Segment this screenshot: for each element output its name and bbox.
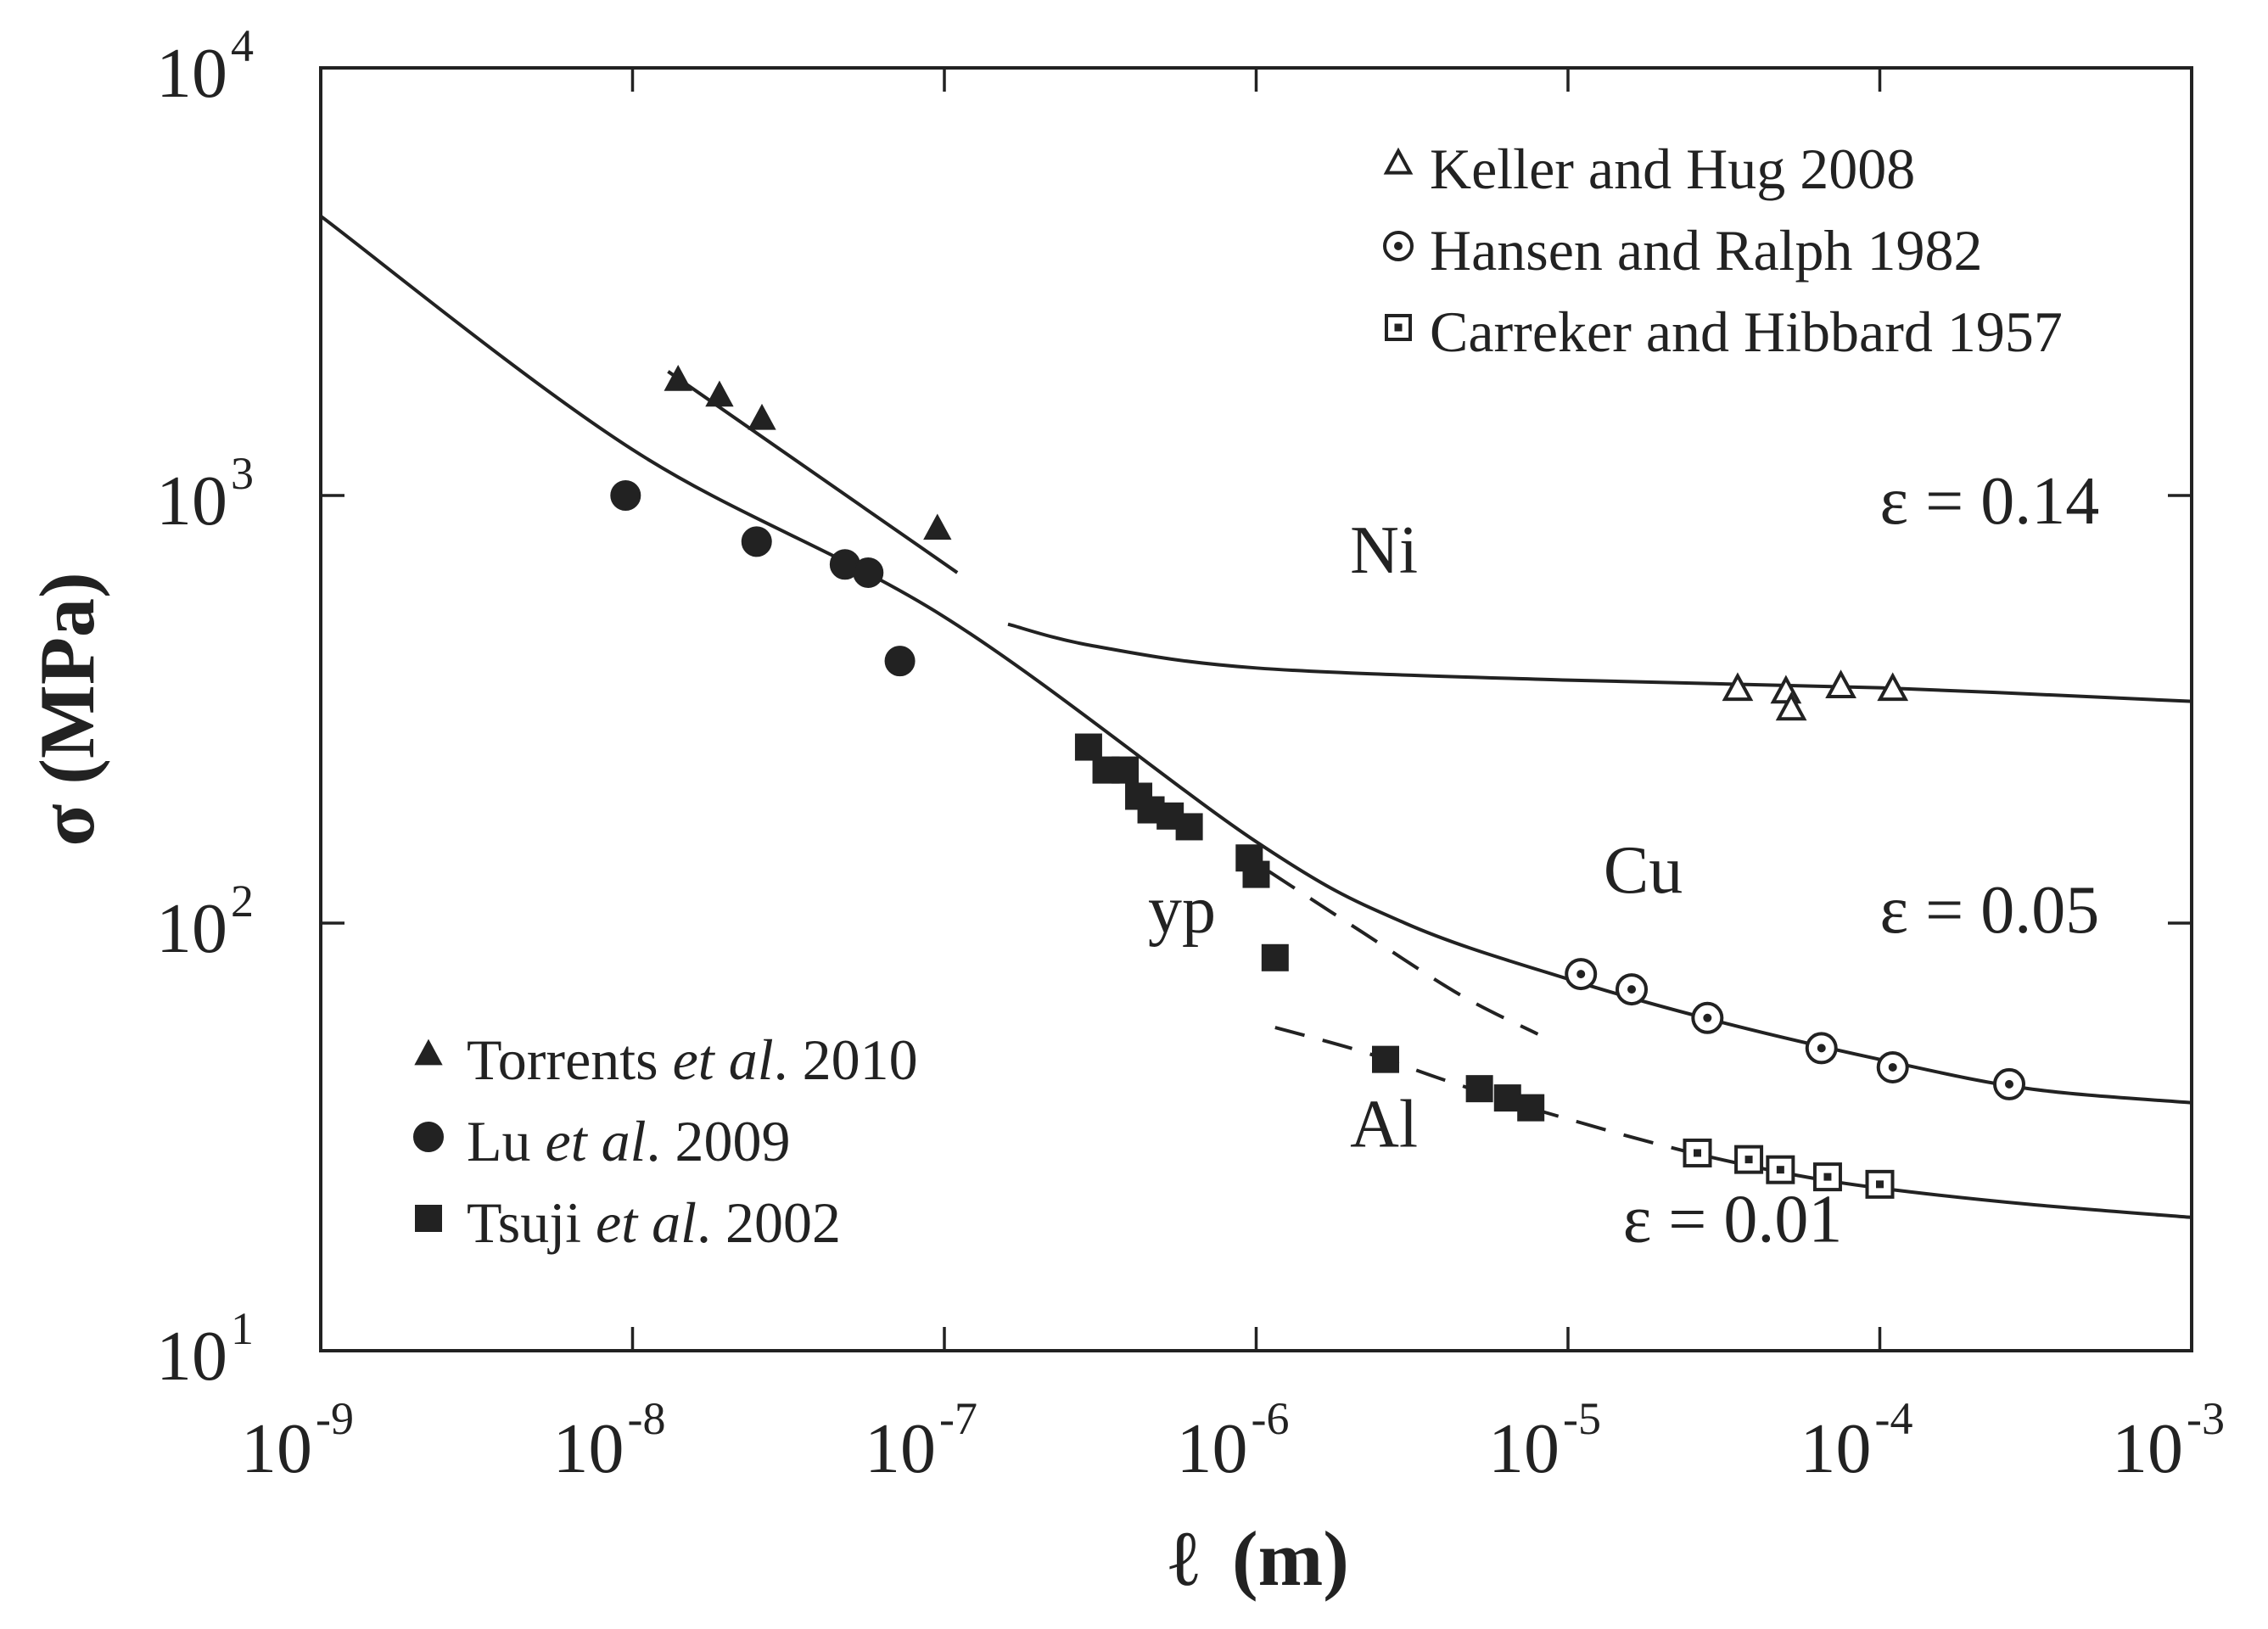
legends: Keller and Hug 2008 Hansen and Ralph 1982… bbox=[413, 137, 2063, 1255]
point-series-4 bbox=[741, 526, 772, 557]
annotation-label: Ni bbox=[1350, 513, 1418, 588]
y-tick-label: 10 bbox=[156, 889, 227, 968]
x-tick-label: 10 bbox=[1488, 1409, 1560, 1488]
point-series-5 bbox=[1112, 756, 1140, 784]
y-axis-title: σ (MPa) bbox=[24, 572, 110, 846]
point-series-0 bbox=[1825, 669, 1856, 699]
point-series-2-dot bbox=[1876, 1180, 1884, 1189]
point-series-5 bbox=[1175, 813, 1203, 841]
axis-ticks: 10 -9 10 -8 10 -7 10 -6 10 -5 10 -4 10 -310 110 210 310 4 bbox=[156, 20, 2225, 1488]
x-tick-label: 10 bbox=[1177, 1409, 1248, 1488]
legend-entry: Carreker and Hibbard 1957 bbox=[1430, 299, 2063, 364]
x-tick-label: 10 bbox=[2112, 1409, 2183, 1488]
data-markers bbox=[610, 365, 2026, 1199]
x-tick-exponent: -7 bbox=[939, 1393, 977, 1444]
point-series-1-dot bbox=[2005, 1079, 2014, 1089]
point-series-0 bbox=[1877, 672, 1909, 702]
legend-entry: Hansen and Ralph 1982 bbox=[1430, 218, 1983, 283]
point-series-2 bbox=[1865, 1169, 1895, 1199]
point-series-5 bbox=[1465, 1075, 1493, 1103]
point-series-5 bbox=[1493, 1084, 1521, 1112]
x-tick-exponent: -3 bbox=[2187, 1393, 2225, 1444]
legend-entry: Keller and Hug 2008 bbox=[1430, 137, 1915, 201]
point-series-2-dot bbox=[1776, 1166, 1784, 1174]
point-series-3 bbox=[923, 513, 952, 540]
annotation-label: ε = 0.05 bbox=[1880, 873, 2100, 948]
legend-symbol-dot bbox=[1394, 323, 1403, 332]
point-series-1-dot bbox=[1888, 1062, 1897, 1072]
x-tick-exponent: -6 bbox=[1252, 1393, 1290, 1444]
legend-entry: Tsuji et al. 2002 bbox=[467, 1190, 841, 1255]
point-series-2-dot bbox=[1744, 1156, 1753, 1164]
x-tick-exponent: -8 bbox=[628, 1393, 666, 1444]
point-series-1-dot bbox=[1576, 970, 1586, 979]
point-series-0 bbox=[1722, 672, 1754, 702]
x-tick-exponent: -5 bbox=[1563, 1393, 1601, 1444]
y-tick-exponent: 2 bbox=[231, 876, 254, 926]
x-axis-title: ℓ (m) bbox=[1169, 1515, 1349, 1602]
y-tick-label: 10 bbox=[156, 34, 227, 113]
y-tick-exponent: 3 bbox=[231, 448, 254, 499]
legend-symbol bbox=[1383, 147, 1414, 175]
point-series-3 bbox=[664, 365, 692, 391]
point-series-4 bbox=[853, 557, 884, 588]
point-series-1-dot bbox=[1703, 1013, 1712, 1022]
legend-symbol-dot bbox=[1394, 242, 1403, 250]
x-tick-exponent: -4 bbox=[1875, 1393, 1913, 1444]
y-tick-label: 10 bbox=[156, 462, 227, 540]
point-series-5 bbox=[1372, 1045, 1400, 1073]
fit-curves bbox=[319, 215, 2192, 1219]
annotation-label: Al bbox=[1350, 1088, 1418, 1162]
annotation-label: ε = 0.01 bbox=[1623, 1182, 1843, 1257]
point-series-4 bbox=[610, 480, 641, 511]
x-axis-symbol: ℓ bbox=[1169, 1515, 1199, 1602]
y-tick-exponent: 4 bbox=[231, 20, 254, 71]
point-series-2-dot bbox=[1823, 1173, 1832, 1181]
point-series-1-dot bbox=[1627, 985, 1637, 994]
fit-curve-1 bbox=[1007, 622, 2192, 703]
point-series-3 bbox=[748, 403, 776, 430]
point-series-1-dot bbox=[1817, 1044, 1826, 1053]
point-series-5 bbox=[1074, 733, 1102, 761]
fit-curve-5 bbox=[1528, 1106, 1693, 1155]
x-tick-label: 10 bbox=[1800, 1409, 1872, 1488]
legend-symbol bbox=[413, 1122, 444, 1152]
legend-entry: Torrents et al. 2010 bbox=[467, 1027, 918, 1092]
annotation-label: ε = 0.14 bbox=[1880, 464, 2100, 539]
fit-curve-6 bbox=[1691, 1150, 2192, 1219]
annotations: Ni Cu yp Al ε = 0.14 ε = 0.05 ε = 0.01 bbox=[1148, 464, 2099, 1257]
point-series-5 bbox=[1242, 860, 1270, 888]
point-series-2-dot bbox=[1694, 1149, 1702, 1157]
y-tick-label: 10 bbox=[156, 1317, 227, 1396]
fit-curve-3 bbox=[1268, 870, 1539, 1036]
point-series-0 bbox=[1775, 691, 1807, 721]
x-tick-label: 10 bbox=[553, 1409, 624, 1488]
point-series-5 bbox=[1517, 1094, 1545, 1122]
y-tick-exponent: 1 bbox=[231, 1303, 254, 1354]
fit-curve-0 bbox=[319, 215, 2192, 1105]
x-tick-label: 10 bbox=[241, 1409, 312, 1488]
point-series-3 bbox=[705, 380, 734, 407]
point-series-4 bbox=[884, 646, 916, 677]
legend-entry: Lu et al. 2009 bbox=[467, 1109, 791, 1173]
x-axis-unit: (m) bbox=[1232, 1515, 1349, 1602]
x-tick-label: 10 bbox=[865, 1409, 936, 1488]
legend-symbol bbox=[415, 1205, 442, 1232]
annotation-label: yp bbox=[1148, 873, 1216, 948]
point-series-0 bbox=[1770, 675, 1802, 704]
x-tick-exponent: -9 bbox=[316, 1393, 354, 1444]
point-series-5 bbox=[1261, 943, 1289, 971]
legend-symbol bbox=[414, 1038, 443, 1066]
annotation-label: Cu bbox=[1604, 833, 1683, 908]
